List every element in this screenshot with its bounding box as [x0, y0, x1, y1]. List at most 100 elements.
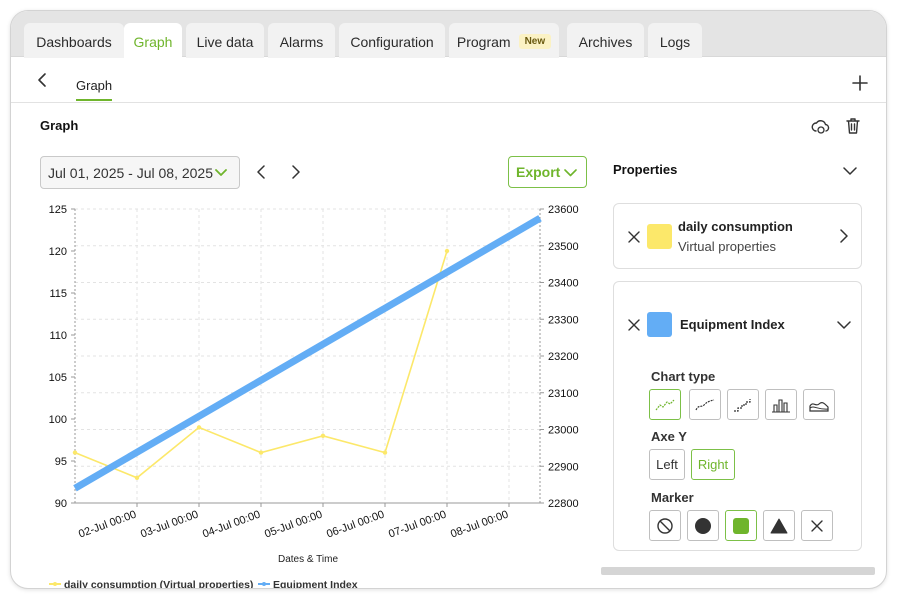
y-left-tick-label: 125: [49, 204, 67, 216]
x-tick-label: 03-Jul 00:00: [139, 509, 200, 541]
no-marker-icon: [657, 517, 673, 534]
axe-y-right-button[interactable]: Right: [691, 449, 735, 480]
series-color-swatch[interactable]: [647, 224, 672, 249]
axe-y-label: Axe Y: [651, 429, 687, 444]
horizontal-scrollbar[interactable]: [601, 567, 875, 575]
chart-area: 90 95 100 105 110 115 120 125 22800 22900 23000 231…: [11, 196, 591, 589]
y-right-tick-label: 23000: [548, 425, 579, 437]
marker-cross-button[interactable]: [801, 510, 833, 541]
chart-type-bar-button[interactable]: [765, 389, 797, 420]
triangle-icon: [770, 518, 788, 533]
data-point-daily-consumption: [134, 475, 140, 480]
chart-type-area-button[interactable]: [803, 389, 835, 420]
chart-type-line-button[interactable]: [649, 389, 681, 420]
square-icon: [733, 517, 749, 534]
plus-icon[interactable]: [852, 75, 868, 91]
marker-circle-button[interactable]: [687, 510, 719, 541]
marker-label: Marker: [651, 490, 694, 505]
sub-header: Graph: [11, 58, 886, 103]
marker-triangle-button[interactable]: [763, 510, 795, 541]
close-icon[interactable]: [628, 231, 640, 243]
y-left-tick-label: 100: [49, 414, 67, 426]
line-chart: 90 95 100 105 110 115 120 125 22800 22900 23000 231…: [49, 204, 579, 589]
section-title: Graph: [40, 118, 79, 133]
y-right-tick-label: 23600: [548, 204, 579, 216]
legend-label-equipment-index: Equipment Index: [273, 579, 358, 589]
x-tick-label: 08-Jul 00:00: [449, 509, 510, 541]
marker-square-button[interactable]: [725, 510, 757, 541]
data-point-daily-consumption: [444, 248, 450, 254]
chart-type-smooth-button[interactable]: [689, 389, 721, 420]
y-left-tick-label: 120: [49, 246, 67, 258]
back-arrow-icon[interactable]: [34, 72, 50, 88]
x-tick-label: 02-Jul 00:00: [77, 509, 138, 541]
tab-live-data[interactable]: Live data: [186, 23, 264, 58]
tab-archives[interactable]: Archives: [567, 23, 644, 58]
marker-none-button[interactable]: [649, 510, 681, 541]
tab-label: Archives: [578, 33, 633, 50]
chevron-right-icon[interactable]: [838, 229, 850, 243]
next-period-icon[interactable]: [288, 165, 302, 179]
data-point-daily-consumption: [320, 433, 326, 438]
new-badge: New: [518, 34, 552, 49]
previous-period-icon[interactable]: [255, 165, 269, 179]
smooth-line-icon: [695, 398, 715, 410]
date-range-value: Jul 01, 2025 - Jul 08, 2025: [48, 164, 214, 181]
main-tab-bar: Dashboards Graph Live data Alarms Config…: [11, 11, 886, 58]
save-cloud-icon[interactable]: [811, 117, 831, 137]
data-point-daily-consumption: [258, 450, 264, 455]
chart-type-step-button[interactable]: [727, 389, 759, 420]
y-right-tick-label: 22800: [548, 498, 579, 510]
data-point-daily-consumption: [196, 425, 202, 430]
y-left-tick-label: 105: [49, 372, 67, 384]
legend-label-daily-consumption: daily consumption (Virtual properties): [64, 579, 253, 589]
tab-label: Configuration: [350, 33, 434, 50]
export-button[interactable]: Export: [508, 156, 587, 188]
x-tick-label: 04-Jul 00:00: [201, 509, 262, 541]
property-card-daily-consumption[interactable]: daily consumption Virtual properties: [613, 203, 862, 269]
tab-label: Logs: [659, 33, 691, 50]
trash-icon[interactable]: [843, 116, 863, 136]
tab-graph[interactable]: Graph: [124, 23, 182, 58]
legend-marker-equipment-index: [262, 582, 266, 586]
y-left-tick-label: 95: [55, 456, 67, 468]
card-title: Equipment Index: [680, 317, 785, 332]
x-tick-label: 06-Jul 00:00: [325, 509, 386, 541]
y-left-tick-label: 110: [49, 330, 67, 342]
axe-y-left-button[interactable]: Left: [649, 449, 685, 480]
x-tick-label: 07-Jul 00:00: [387, 509, 448, 541]
chevron-down-icon: [215, 169, 227, 176]
properties-title: Properties: [613, 162, 678, 177]
sub-tab-graph[interactable]: Graph: [76, 78, 113, 101]
chevron-down-icon[interactable]: [837, 319, 851, 331]
y-right-tick-label: 23200: [548, 351, 579, 363]
tab-program[interactable]: Program New: [449, 23, 559, 58]
tab-configuration[interactable]: Configuration: [339, 23, 445, 58]
y-left-tick-label: 90: [55, 498, 67, 510]
legend-marker-daily-consumption: [53, 582, 57, 586]
tab-label: Graph: [133, 33, 173, 50]
series-color-swatch[interactable]: [647, 312, 672, 337]
export-label: Export: [516, 164, 561, 180]
chevron-down-icon: [564, 169, 577, 177]
tab-logs[interactable]: Logs: [648, 23, 702, 58]
y-right-tick-label: 22900: [548, 461, 579, 473]
chevron-down-icon[interactable]: [843, 164, 857, 178]
circle-icon: [695, 517, 711, 534]
tab-label: Program: [456, 33, 511, 50]
line-icon: [655, 399, 675, 410]
y-right-tick-label: 23300: [548, 314, 579, 326]
tab-alarms[interactable]: Alarms: [268, 23, 335, 58]
cross-icon: [811, 519, 823, 532]
tab-dashboards[interactable]: Dashboards: [24, 23, 124, 58]
date-range-picker[interactable]: Jul 01, 2025 - Jul 08, 2025: [40, 156, 240, 189]
data-point-daily-consumption: [72, 450, 78, 455]
data-point-daily-consumption: [382, 450, 388, 455]
card-title: daily consumption: [678, 219, 793, 234]
x-axis-title: Dates & Time: [278, 554, 338, 565]
tab-label: Dashboards: [36, 33, 112, 50]
x-tick-label: 05-Jul 00:00: [263, 509, 324, 541]
series-line-equipment-index: [73, 215, 542, 492]
close-icon[interactable]: [628, 319, 640, 331]
card-subtitle: Virtual properties: [678, 239, 777, 254]
